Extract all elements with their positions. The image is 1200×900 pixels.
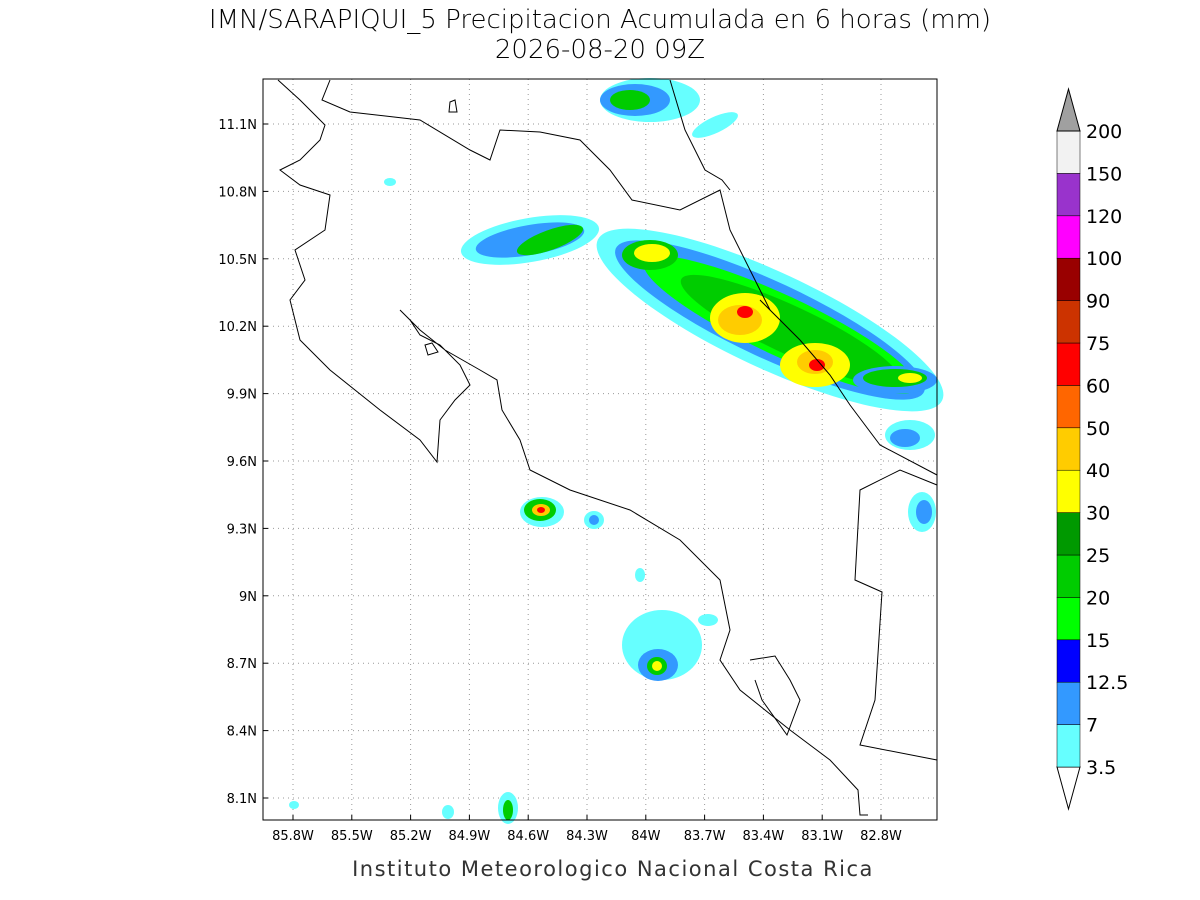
lon-label: 83.7W (684, 829, 726, 844)
lat-label: 10.5N (218, 253, 257, 268)
lat-label: 9.6N (227, 455, 257, 470)
lon-label: 84.9W (448, 829, 490, 844)
legend-swatch (1056, 215, 1081, 259)
lat-label: 11.1N (218, 118, 257, 133)
legend-label: 12.5 (1086, 672, 1128, 694)
legend-label: 60 (1086, 375, 1110, 397)
lon-label: 85.2W (390, 829, 432, 844)
lat-label: 8.7N (227, 657, 257, 672)
legend-label: 3.5 (1086, 757, 1116, 779)
legend-swatch (1056, 681, 1081, 725)
legend-swatch (1056, 173, 1081, 217)
lon-label: 85.8W (272, 829, 314, 844)
legend-label: 50 (1086, 418, 1110, 440)
legend-label: 150 (1086, 163, 1122, 185)
legend-swatch (1056, 130, 1081, 174)
legend-label: 90 (1086, 291, 1110, 313)
grid: 11.1N 10.8N 10.5N 10.2N 9.9N 9.6N 9.3N 9N 8.7N 8.… (218, 79, 937, 844)
lat-label: 10.8N (218, 185, 257, 200)
lon-label: 84W (631, 829, 661, 844)
legend-label: 100 (1086, 248, 1122, 270)
legend-swatch (1056, 257, 1081, 301)
legend-below (1056, 766, 1081, 811)
legend-swatch (1056, 639, 1081, 683)
legend-label: 120 (1086, 206, 1122, 228)
legend-swatch (1056, 554, 1081, 598)
lon-label: 82.8W (860, 829, 902, 844)
lon-label: 85.5W (331, 829, 373, 844)
precipitation (289, 78, 944, 824)
legend-swatch (1056, 512, 1081, 556)
lat-label: 9N (239, 590, 257, 605)
title: IMN/SARAPIQUI_5 Precipitacion Acumulada … (209, 5, 991, 35)
lon-label: 84.6W (507, 829, 549, 844)
lon-label: 83.4W (742, 829, 784, 844)
legend-label: 200 (1086, 121, 1122, 143)
legend-swatch (1056, 427, 1081, 471)
legend-label: 15 (1086, 630, 1110, 652)
credit: Instituto Meteorologico Nacional Costa R… (352, 857, 874, 881)
lat-label: 8.1N (227, 792, 257, 807)
lat-label: 8.4N (227, 725, 257, 740)
lat-label: 9.9N (227, 388, 257, 403)
map-frame (262, 78, 938, 821)
lat-label: 9.3N (227, 522, 257, 537)
lat-label: 10.2N (218, 320, 257, 335)
legend-above (1056, 87, 1081, 132)
legend-swatch (1056, 385, 1081, 429)
coastlines (277, 79, 938, 816)
legend-swatch (1056, 469, 1081, 513)
legend-swatch (1056, 300, 1081, 344)
legend-label: 30 (1086, 503, 1110, 525)
legend-label: 25 (1086, 545, 1110, 567)
legend-label: 7 (1086, 715, 1098, 737)
lon-label: 84.3W (566, 829, 608, 844)
subtitle: 2026-08-20 09Z (495, 35, 705, 65)
legend-label: 20 (1086, 587, 1110, 609)
legend: 3.5 7 12.5 15 20 25 30 40 50 60 75 90 100 120 150 200 (1056, 87, 1128, 811)
legend-label: 40 (1086, 460, 1110, 482)
legend-label: 75 (1086, 333, 1110, 355)
lon-label: 83.1W (801, 829, 843, 844)
legend-swatch (1056, 597, 1081, 641)
legend-swatch (1056, 342, 1081, 386)
legend-swatch (1056, 724, 1081, 768)
